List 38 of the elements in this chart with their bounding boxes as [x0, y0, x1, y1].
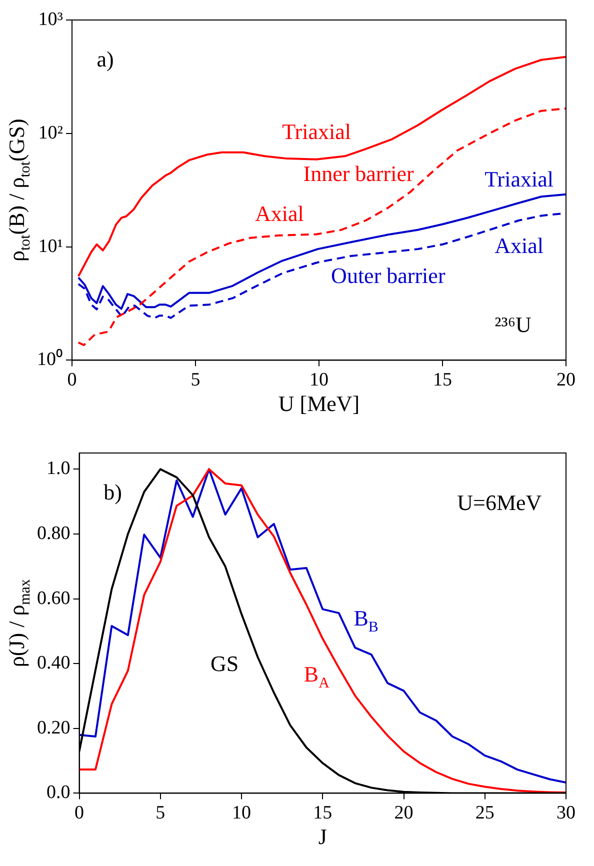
- y-tick-label: 0.40: [37, 652, 70, 674]
- x-tick-label: 5: [156, 802, 166, 824]
- x-tick-label: 15: [433, 370, 452, 391]
- x-tick-label: 20: [394, 802, 414, 824]
- y-tick-label: 0.20: [37, 717, 70, 738]
- annotation: a): [96, 46, 114, 72]
- series-label: Axial: [494, 233, 544, 258]
- series-label: Triaxial: [282, 119, 351, 144]
- line-series: [77, 107, 566, 346]
- y-axis-title: ρtot(B) / ρtot(GS): [4, 118, 34, 262]
- annotation: ²³⁶U: [494, 312, 532, 337]
- y-tick-label: 0.0: [46, 782, 70, 804]
- x-tick-label: 10: [310, 370, 328, 391]
- x-axis-title: U [MeV]: [278, 390, 360, 416]
- y-axis-title: ρ(J) / ρmax: [4, 578, 34, 668]
- y-tick-label: 0.80: [37, 522, 70, 544]
- y-tick-label: 10¹: [38, 236, 64, 257]
- series-label: Axial: [255, 201, 304, 226]
- annotation: b): [104, 480, 122, 505]
- annotation: Inner barrier: [303, 160, 414, 186]
- x-tick-label: 5: [190, 370, 200, 391]
- y-tick-label: 10²: [38, 122, 64, 144]
- y-tick-label: 0.60: [37, 588, 70, 609]
- series-label: Triaxial: [484, 166, 554, 192]
- y-tick-label: 1.0: [46, 458, 70, 480]
- x-tick-label: 25: [475, 802, 494, 824]
- x-axis-title: J: [318, 824, 328, 849]
- y-tick-label: 10⁰: [37, 348, 63, 370]
- annotation: U=6MeV: [457, 490, 542, 515]
- y-tick-label: 10³: [38, 8, 64, 30]
- series-label: GS: [210, 650, 239, 676]
- x-tick-label: 15: [313, 802, 332, 824]
- x-tick-label: 30: [556, 802, 576, 824]
- x-tick-label: 20: [556, 370, 576, 391]
- x-tick-label: 10: [232, 802, 251, 824]
- x-tick-label: 0: [74, 802, 84, 824]
- annotation: Outer barrier: [331, 262, 446, 288]
- x-tick-label: 0: [67, 370, 77, 391]
